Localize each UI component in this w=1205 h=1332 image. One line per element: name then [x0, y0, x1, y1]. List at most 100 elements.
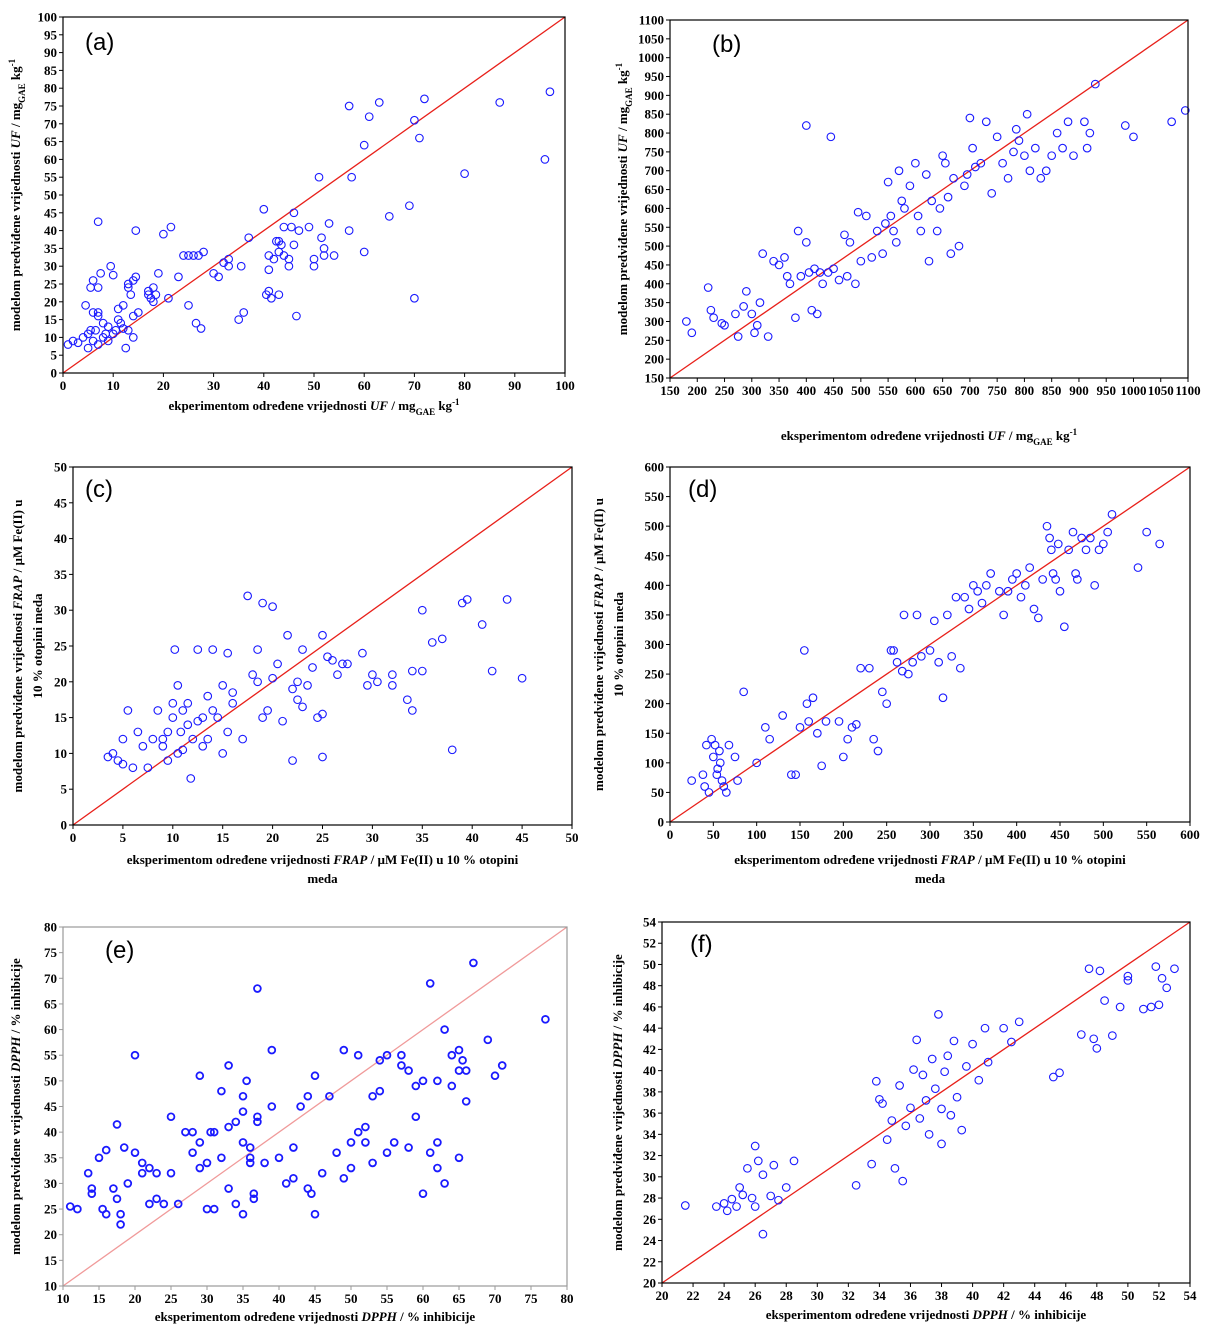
y-tick-label: 30	[44, 1176, 57, 1191]
y-tick-label: 25	[54, 639, 68, 654]
x-tick-label: 20	[129, 1291, 142, 1306]
data-point	[829, 264, 838, 274]
data-point	[739, 302, 748, 311]
data-point	[425, 979, 435, 988]
data-point	[404, 1143, 413, 1152]
data-point	[937, 1104, 946, 1114]
data-point	[289, 240, 299, 250]
data-point	[287, 222, 296, 232]
data-point	[750, 1141, 760, 1151]
data-point	[253, 984, 262, 993]
data-point	[823, 268, 833, 277]
data-point	[1120, 121, 1130, 130]
data-point	[131, 272, 141, 282]
data-point	[368, 1158, 377, 1168]
data-point	[298, 645, 307, 654]
data-point	[461, 1066, 471, 1075]
data-point	[314, 172, 324, 182]
data-point	[469, 958, 478, 968]
y-tick-label: 850	[645, 107, 665, 122]
data-point	[901, 1121, 911, 1131]
data-point	[109, 1184, 118, 1193]
x-tick-label: 1100	[1175, 383, 1200, 398]
y-tick-label: 30	[44, 259, 57, 274]
x-tick-label: 40	[257, 378, 270, 393]
x-tick-label: 42	[997, 1288, 1010, 1303]
y-tick-label: 650	[645, 182, 665, 197]
data-point	[218, 749, 228, 758]
data-point	[178, 706, 188, 715]
data-point	[977, 598, 987, 608]
data-point	[218, 681, 228, 690]
data-point	[112, 1120, 122, 1129]
data-point	[258, 598, 267, 608]
data-point	[738, 1190, 748, 1200]
data-point	[437, 634, 447, 644]
data-point	[712, 1202, 721, 1211]
data-point	[941, 158, 950, 168]
data-point	[909, 1065, 918, 1074]
x-tick-label: 150	[660, 383, 680, 398]
data-point	[81, 301, 90, 310]
y-tick-label: 35	[44, 1150, 58, 1165]
data-point	[364, 112, 374, 122]
data-point	[943, 192, 953, 202]
x-tick-label: 60	[417, 1291, 430, 1306]
x-tick-label: 34	[873, 1288, 887, 1303]
data-point	[96, 268, 105, 278]
y-tick-label: 450	[645, 257, 665, 272]
data-point	[116, 1220, 125, 1229]
y-axis-label-line2: 10 % otopini meda	[611, 591, 626, 697]
data-point	[912, 1035, 922, 1045]
data-point	[87, 1184, 97, 1193]
x-tick-label: 80	[458, 378, 471, 393]
data-point	[353, 1050, 363, 1060]
data-point	[717, 776, 727, 785]
data-point	[454, 1045, 464, 1055]
data-point	[795, 722, 805, 732]
data-point	[317, 1168, 327, 1178]
data-point	[199, 247, 208, 257]
data-point	[1142, 527, 1152, 537]
data-point	[952, 1092, 962, 1102]
x-tick-label: 45	[516, 830, 530, 845]
data-point	[720, 320, 729, 330]
data-point	[873, 746, 883, 756]
data-point	[782, 271, 792, 281]
data-point	[202, 1158, 212, 1168]
data-point	[921, 1096, 931, 1105]
y-tick-label: 75	[44, 945, 58, 960]
data-point	[867, 253, 877, 262]
data-point	[706, 305, 716, 315]
data-point	[1085, 533, 1095, 543]
data-point	[253, 1117, 262, 1127]
data-point	[999, 610, 1009, 620]
data-point	[715, 746, 724, 756]
data-point	[1146, 1002, 1156, 1012]
data-point	[1095, 966, 1105, 976]
y-tick-label: 45	[44, 1099, 58, 1114]
data-point	[159, 1199, 169, 1209]
data-point	[774, 260, 784, 270]
data-point	[145, 1199, 154, 1209]
y-tick-label: 55	[44, 1048, 58, 1063]
data-point	[1076, 1030, 1086, 1039]
y-tick-label: 52	[643, 936, 656, 951]
data-point	[152, 1194, 161, 1204]
y-tick-label: 95	[44, 27, 58, 42]
y-tick-label: 600	[645, 460, 665, 475]
y-tick-label: 350	[645, 607, 665, 622]
data-point	[924, 256, 934, 266]
x-tick-label: 300	[920, 827, 940, 842]
data-point	[458, 1056, 467, 1065]
data-point	[916, 651, 926, 661]
x-axis-label-line2: meda	[307, 871, 338, 886]
data-point	[253, 1112, 262, 1122]
data-point	[934, 1010, 943, 1019]
panel-label: (b)	[712, 31, 741, 58]
data-point	[405, 201, 414, 211]
data-point	[731, 309, 740, 319]
data-point	[145, 1163, 154, 1173]
data-point	[826, 132, 836, 142]
data-point	[851, 720, 861, 729]
